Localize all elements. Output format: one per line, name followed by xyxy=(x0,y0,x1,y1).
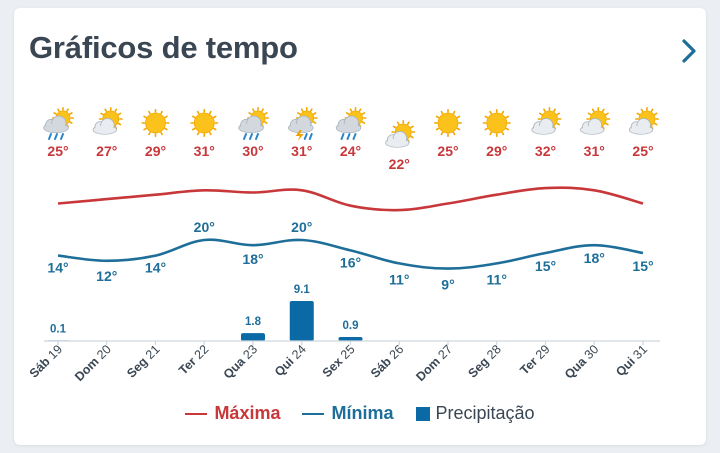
min-temp-label: 11° xyxy=(487,271,507,287)
legend-item-precipitation: Precipitação xyxy=(415,403,535,424)
min-temp-label: 20° xyxy=(194,219,215,235)
x-axis-tick-label: Dom 27 xyxy=(413,342,455,384)
sun-icon xyxy=(141,109,170,137)
x-axis-tick-labels: Sáb 19 Dom 20 Seg 21 Ter 22 Qua 23 Qui 24 Sex … xyxy=(27,341,650,384)
legend-swatch-max xyxy=(185,412,208,415)
sun-icon xyxy=(433,109,463,137)
min-temp-label: 12° xyxy=(96,268,117,284)
x-axis-tick-label: Qui 24 xyxy=(272,342,309,379)
thunderstorm-icon xyxy=(287,107,318,141)
min-temp-label: 18° xyxy=(242,251,263,267)
min-temp-label: 20° xyxy=(291,219,312,235)
min-temp-label: 16° xyxy=(340,254,361,270)
min-temperature-labels: 14° 12° 14° 20° 18° 20° 16° 11° 9° 11° 15° 18° 15° xyxy=(47,219,653,293)
legend-label-max: Máxima xyxy=(214,403,281,423)
x-axis-tick-label: Seg 21 xyxy=(124,342,162,380)
max-temp-label: 31° xyxy=(291,143,312,159)
max-temp-label: 32° xyxy=(535,143,556,159)
min-temp-label: 14° xyxy=(47,260,68,276)
min-temp-label: 9° xyxy=(441,277,454,293)
max-temp-label: 24° xyxy=(340,143,361,159)
precipitation-bar xyxy=(338,337,363,341)
legend-item-min: Mínima xyxy=(302,403,394,424)
legend-swatch-min xyxy=(302,412,325,415)
min-temp-label: 11° xyxy=(389,271,409,287)
x-axis-tick-label: Seg 28 xyxy=(465,342,503,380)
max-temp-label: 25° xyxy=(632,143,653,159)
min-temp-label: 15° xyxy=(535,258,556,274)
sun-icon xyxy=(482,109,511,137)
cloud-sun-icon xyxy=(628,107,660,135)
cloud-sun-icon xyxy=(92,107,123,135)
weather-chart: 25° 27° 29° 31° 30° 31° 24° 22° 25° 29° 32° 31° 25° … xyxy=(27,107,660,384)
max-temperature-line xyxy=(57,186,644,212)
precipitation-bar xyxy=(241,333,265,341)
x-axis-tick-label: Sáb 26 xyxy=(368,342,406,380)
max-temp-label: 22° xyxy=(389,156,410,172)
precipitation-bars: 0.1 1.8 9.1 0.9 xyxy=(46,284,363,341)
sun-icon xyxy=(190,109,219,137)
cloud-sun-rain-icon xyxy=(335,107,367,140)
cloud-sun-rain-icon xyxy=(43,107,75,140)
max-temp-label: 29° xyxy=(486,143,507,159)
chart-legend: Máxima Mínima Precipitação xyxy=(14,403,706,424)
x-axis-tick-label: Sex 25 xyxy=(320,342,358,380)
cloud-sun-icon xyxy=(580,107,611,135)
x-axis-tick-label: Ter 29 xyxy=(517,342,552,377)
x-axis-tick-label: Ter 22 xyxy=(176,342,211,377)
legend-swatch-precipitation xyxy=(415,406,430,421)
min-temperature-line xyxy=(57,238,644,270)
max-temp-label: 31° xyxy=(584,143,605,159)
max-temp-label: 29° xyxy=(145,143,166,159)
legend-label-precipitation: Precipitação xyxy=(435,403,535,423)
min-temp-label: 15° xyxy=(632,258,653,274)
cloud-sun-rain-icon xyxy=(238,107,269,140)
max-temp-label: 25° xyxy=(47,143,68,159)
weather-chart-card: Gráficos de tempo 25° 27° 29° 31° 30° 31° 24° 2… xyxy=(14,8,706,445)
max-temp-label: 30° xyxy=(242,143,263,159)
chevron-right-icon[interactable] xyxy=(678,38,700,64)
precipitation-label: 0.1 xyxy=(50,324,67,336)
legend-label-min: Mínima xyxy=(331,403,394,423)
weather-icons-row xyxy=(43,107,660,148)
max-temp-label: 31° xyxy=(194,143,215,159)
precipitation-label: 9.1 xyxy=(294,284,311,296)
min-temp-label: 18° xyxy=(584,250,605,266)
max-temperature-labels: 25° 27° 29° 31° 30° 31° 24° 22° 25° 29° 32° 31° 25° xyxy=(47,143,653,172)
legend-item-max: Máxima xyxy=(185,403,280,424)
x-axis-tick-label: Qua 30 xyxy=(562,342,601,381)
card-title: Gráficos de tempo xyxy=(29,30,298,65)
max-temp-label: 25° xyxy=(437,143,458,159)
x-axis-tick-label: Sáb 19 xyxy=(27,342,65,380)
min-temp-label: 14° xyxy=(145,260,166,276)
precipitation-bar xyxy=(289,300,314,341)
x-axis-tick-label: Qua 23 xyxy=(221,342,260,381)
max-temp-label: 27° xyxy=(96,143,117,159)
x-axis-tick-label: Qui 31 xyxy=(613,342,650,379)
precipitation-label: 1.8 xyxy=(245,316,262,328)
cloud-sun-icon xyxy=(531,107,562,135)
x-axis-tick-label: Dom 20 xyxy=(72,342,114,384)
precipitation-label: 0.9 xyxy=(343,320,359,332)
cloud-sun-icon xyxy=(385,120,416,148)
